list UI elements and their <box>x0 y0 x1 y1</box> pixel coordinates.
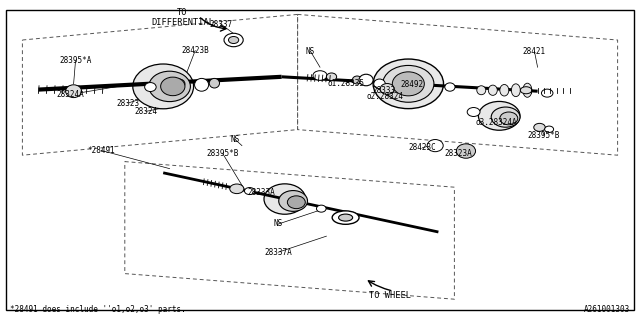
Ellipse shape <box>313 71 327 80</box>
Ellipse shape <box>500 112 518 125</box>
Ellipse shape <box>326 73 337 81</box>
Text: NS: NS <box>306 47 315 56</box>
Ellipse shape <box>145 83 156 92</box>
Text: 28395*B: 28395*B <box>528 131 560 140</box>
Text: TO WHEEL: TO WHEEL <box>369 291 412 300</box>
Ellipse shape <box>230 184 244 194</box>
Text: 28323A: 28323A <box>444 149 472 158</box>
Ellipse shape <box>264 184 306 214</box>
Text: 28323: 28323 <box>116 99 140 108</box>
Ellipse shape <box>359 74 373 86</box>
Text: TO
DIFFERENTIAL: TO DIFFERENTIAL <box>151 8 214 27</box>
Ellipse shape <box>523 83 532 97</box>
Ellipse shape <box>380 84 394 94</box>
Ellipse shape <box>209 78 220 88</box>
Ellipse shape <box>479 101 520 130</box>
Text: 28333: 28333 <box>372 86 396 95</box>
Ellipse shape <box>133 64 194 109</box>
Text: 28337A: 28337A <box>264 248 292 257</box>
Text: o3.28324A: o3.28324A <box>475 118 517 127</box>
Text: 28395*B: 28395*B <box>207 149 239 158</box>
Ellipse shape <box>195 78 209 91</box>
Ellipse shape <box>149 71 191 102</box>
Ellipse shape <box>467 108 480 116</box>
Ellipse shape <box>477 86 486 95</box>
Ellipse shape <box>352 76 362 84</box>
Ellipse shape <box>534 124 545 132</box>
Ellipse shape <box>332 211 359 224</box>
Ellipse shape <box>374 79 385 89</box>
Ellipse shape <box>511 84 520 97</box>
Text: NS: NS <box>230 135 239 144</box>
Ellipse shape <box>500 84 509 96</box>
Ellipse shape <box>392 72 424 96</box>
Ellipse shape <box>279 191 307 212</box>
Text: 28333A: 28333A <box>247 188 275 197</box>
Ellipse shape <box>541 89 553 97</box>
Text: 28492: 28492 <box>400 80 423 89</box>
Text: 28423C: 28423C <box>408 143 436 152</box>
Ellipse shape <box>488 85 497 95</box>
Ellipse shape <box>383 66 434 102</box>
Ellipse shape <box>445 83 455 91</box>
Ellipse shape <box>428 140 444 152</box>
Ellipse shape <box>287 196 305 209</box>
Text: 28337: 28337 <box>209 20 232 28</box>
Text: 28324: 28324 <box>134 107 157 116</box>
Ellipse shape <box>161 77 185 96</box>
Ellipse shape <box>173 79 185 89</box>
Ellipse shape <box>316 205 326 212</box>
Text: NS: NS <box>274 220 283 228</box>
Ellipse shape <box>339 214 353 221</box>
Text: o1.28335: o1.28335 <box>327 79 364 88</box>
Ellipse shape <box>224 33 243 47</box>
Ellipse shape <box>244 188 255 195</box>
Ellipse shape <box>492 107 520 127</box>
Ellipse shape <box>66 85 82 98</box>
Text: 28423B: 28423B <box>181 46 209 55</box>
Ellipse shape <box>228 36 239 44</box>
Text: A261001303: A261001303 <box>584 305 630 314</box>
Ellipse shape <box>520 87 532 94</box>
Text: 28421: 28421 <box>523 47 546 56</box>
Ellipse shape <box>456 144 476 158</box>
Text: o2.28324: o2.28324 <box>367 92 404 100</box>
Ellipse shape <box>373 59 444 109</box>
Text: *28491: *28491 <box>87 146 115 155</box>
Text: 28324A: 28324A <box>56 90 84 99</box>
Text: *28491 does include ''o1,o2,o3' parts.: *28491 does include ''o1,o2,o3' parts. <box>10 305 186 314</box>
Ellipse shape <box>545 126 554 132</box>
Text: 28395*A: 28395*A <box>60 56 92 65</box>
